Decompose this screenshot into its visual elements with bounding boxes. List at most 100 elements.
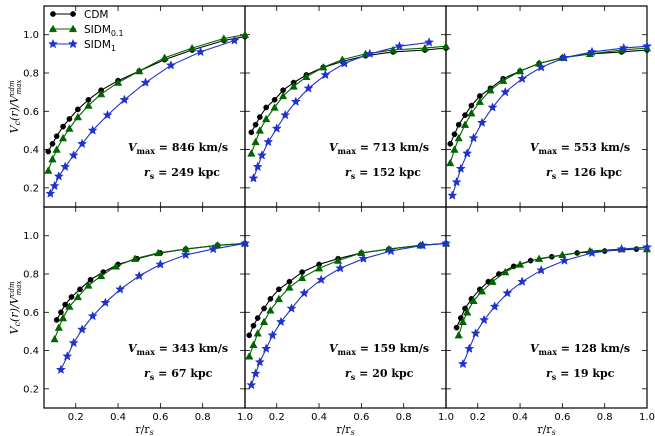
data-point-SIDM_1 (263, 137, 273, 146)
legend-marker (48, 39, 58, 48)
data-point-SIDM_1 (45, 188, 55, 198)
x-tick-label: 0.6 (554, 412, 570, 423)
data-point-SIDM_0.1 (52, 145, 61, 153)
vmax-annotation: Vmax = 553 km/s (530, 141, 630, 156)
rs-annotation: rs = 19 kpc (546, 367, 615, 382)
data-point-SIDM_0.1 (73, 293, 82, 301)
data-point-CDM (66, 116, 73, 122)
panel-2-series (247, 37, 450, 183)
data-point-SIDM_0.1 (84, 281, 93, 289)
data-point-SIDM_1 (69, 338, 79, 347)
series-line-CDM (456, 248, 637, 328)
data-point-SIDM_1 (181, 250, 191, 259)
data-point-SIDM_0.1 (501, 268, 510, 276)
data-point-SIDM_1 (471, 328, 481, 338)
y-axis-label: Vc(r)/Vcdmmax (8, 80, 23, 134)
data-point-SIDM_1 (441, 238, 451, 248)
data-point-SIDM_1 (587, 47, 597, 56)
data-point-CDM (477, 93, 483, 99)
data-point-SIDM_0.1 (461, 120, 469, 128)
data-point-SIDM_0.1 (260, 317, 268, 326)
data-point-SIDM_1 (299, 288, 309, 297)
data-point-SIDM_0.1 (475, 97, 484, 105)
y-tick-label: 1.0 (23, 30, 39, 41)
data-point-SIDM_0.1 (270, 103, 279, 111)
data-point-SIDM_0.1 (241, 30, 249, 38)
data-point-CDM (49, 140, 56, 147)
data-point-SIDM_0.1 (463, 308, 472, 316)
legend-marker (70, 11, 76, 17)
x-tick-label: 0.4 (110, 412, 126, 423)
data-point-CDM (455, 121, 462, 128)
data-point-SIDM_1 (119, 95, 129, 104)
x-tick-label: 0.8 (396, 412, 412, 423)
data-point-SIDM_0.1 (459, 317, 467, 326)
data-point-SIDM_1 (424, 37, 434, 47)
panel-6-series (453, 242, 652, 368)
data-point-SIDM_1 (458, 359, 468, 368)
data-point-SIDM_0.1 (302, 72, 311, 81)
data-point-SIDM_0.1 (334, 256, 342, 264)
data-point-CDM (62, 301, 69, 308)
x-tick-label: 1.0 (237, 412, 253, 423)
data-point-CDM (453, 324, 460, 331)
data-point-SIDM_1 (134, 271, 144, 280)
data-point-SIDM_0.1 (467, 109, 476, 117)
data-point-SIDM_0.1 (279, 92, 287, 100)
data-point-SIDM_1 (77, 139, 87, 148)
data-point-CDM (256, 114, 263, 120)
data-point-SIDM_1 (536, 265, 546, 275)
data-point-SIDM_1 (303, 83, 313, 93)
y-tick-label: 0.4 (23, 145, 39, 156)
data-point-SIDM_0.1 (65, 302, 74, 310)
data-point-CDM (447, 140, 454, 147)
vmax-annotation: Vmax = 128 km/s (530, 342, 630, 357)
data-point-SIDM_1 (642, 242, 652, 252)
x-axis-label: r/rs (537, 423, 555, 436)
data-point-SIDM_0.1 (420, 44, 429, 52)
y-tick-label: 0.6 (23, 107, 39, 118)
x-tick-label: 0.2 (68, 412, 84, 423)
data-point-SIDM_0.1 (558, 250, 567, 259)
data-point-SIDM_1 (255, 357, 265, 366)
data-point-SIDM_1 (291, 97, 301, 106)
data-point-SIDM_1 (456, 164, 466, 173)
data-point-SIDM_1 (469, 133, 478, 142)
data-point-SIDM_0.1 (84, 101, 93, 109)
data-point-SIDM_0.1 (59, 134, 67, 142)
panel-3-series (446, 41, 652, 200)
data-point-CDM (87, 276, 94, 283)
y-tick-label: 0.2 (23, 183, 39, 194)
data-layer (44, 30, 652, 389)
data-point-SIDM_0.1 (499, 76, 508, 84)
data-point-SIDM_1 (502, 288, 512, 297)
x-tick-label: 0.6 (353, 412, 369, 423)
data-point-SIDM_0.1 (245, 352, 254, 360)
rs-annotation: rs = 126 kpc (546, 166, 622, 181)
data-point-SIDM_1 (268, 330, 277, 340)
data-point-SIDM_0.1 (454, 331, 463, 339)
data-point-SIDM_0.1 (249, 340, 258, 349)
data-point-SIDM_1 (500, 87, 510, 96)
y-tick-label: 0.2 (23, 384, 39, 395)
data-point-SIDM_1 (642, 41, 652, 51)
data-point-SIDM_0.1 (469, 296, 478, 304)
rs-annotation: rs = 67 kpc (144, 367, 213, 382)
data-point-SIDM_1 (287, 303, 297, 313)
data-point-CDM (246, 332, 253, 339)
data-point-SIDM_0.1 (251, 138, 260, 146)
data-point-SIDM_0.1 (97, 90, 106, 98)
legend-marker (69, 25, 77, 33)
data-point-SIDM_1 (517, 74, 527, 83)
vmax-annotation: Vmax = 159 km/s (329, 342, 429, 357)
data-point-SIDM_1 (316, 275, 326, 284)
data-point-SIDM_1 (50, 181, 60, 190)
data-point-SIDM_0.1 (478, 287, 486, 295)
data-point-SIDM_0.1 (446, 159, 455, 167)
vmax-annotation: Vmax = 343 km/s (128, 342, 228, 357)
y-tick-label: 0.8 (23, 69, 39, 80)
data-point-CDM (53, 133, 60, 140)
x-tick-label: 0.8 (195, 412, 211, 423)
data-point-SIDM_1 (251, 368, 261, 378)
data-point-SIDM_1 (365, 49, 375, 58)
